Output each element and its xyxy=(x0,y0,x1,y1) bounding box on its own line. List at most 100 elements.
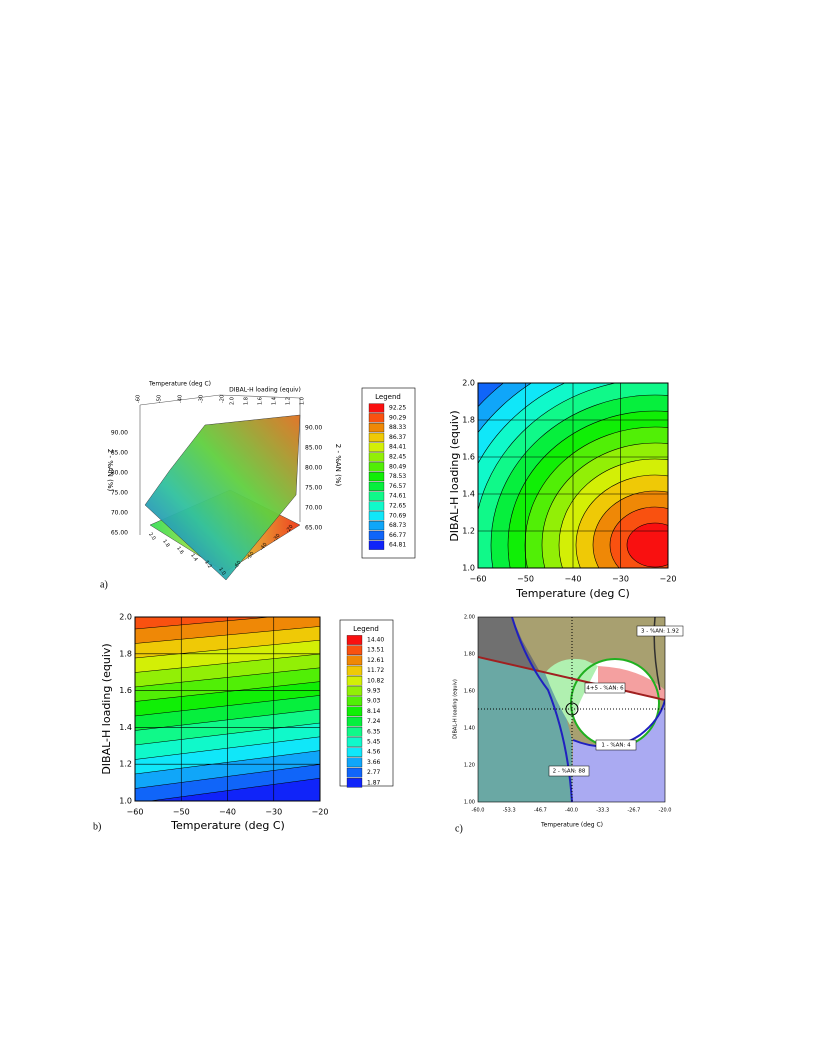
region-label: 2 - %AN: 88 xyxy=(553,769,586,775)
x-tick-label: −30 xyxy=(265,808,282,817)
legend-entry: 88.33 xyxy=(389,424,406,431)
legend-entry: 90.29 xyxy=(389,414,406,421)
temperature-tick: -20 xyxy=(220,395,226,403)
z-tick-label: 85.00 xyxy=(111,450,128,457)
legend-swatch xyxy=(368,530,385,540)
y-tick-label: 1.6 xyxy=(119,686,132,695)
axis-title: DIBAL-H loading (equiv) xyxy=(229,387,301,394)
legend-entry: 12.61 xyxy=(367,657,384,664)
x-tick-label: −30 xyxy=(612,575,629,584)
axis-title: DIBAL-H loading (equiv) xyxy=(448,410,461,541)
x-tick-label: −60 xyxy=(470,575,487,584)
panel-label: a) xyxy=(100,579,108,590)
x-tick-label: −60 xyxy=(127,808,144,817)
y-tick-label: 1.20 xyxy=(464,763,475,769)
z-tick-label: 85.00 xyxy=(305,445,322,452)
y-tick-label: 1.40 xyxy=(464,726,475,732)
overlay-plot: Temperature (deg C) DIBAL-H loading (equ… xyxy=(453,616,666,834)
legend-swatch xyxy=(368,452,385,462)
x-tick-label: −20 xyxy=(312,808,329,817)
contour-band xyxy=(148,777,320,801)
axis-title: 2 - %AN (%) xyxy=(334,444,342,487)
axis-title: Temperature (deg C) xyxy=(148,381,211,388)
z-tick-label: 90.00 xyxy=(305,425,322,432)
y-tick-label: 1.2 xyxy=(119,760,132,769)
axis-title: Temperature (deg C) xyxy=(540,822,603,829)
legend-swatch xyxy=(346,686,363,696)
x-tick-label: −20 xyxy=(660,575,677,584)
legend-entry: 80.49 xyxy=(389,463,406,470)
z-tick-label: 80.00 xyxy=(305,465,322,472)
region xyxy=(478,617,540,672)
legend-entry: 66.77 xyxy=(389,532,406,539)
axis-title: DIBAL-H loading (equiv) xyxy=(100,643,113,774)
legend-swatch xyxy=(346,767,363,778)
legend-swatch xyxy=(368,540,385,550)
legend-swatch xyxy=(346,757,363,768)
y-tick-label: 1.6 xyxy=(462,453,475,462)
legend-title: Legend xyxy=(353,625,379,633)
temperature-tick: -30 xyxy=(272,533,282,543)
loading-tick: 1.0 xyxy=(217,567,226,577)
legend-swatch xyxy=(346,635,363,645)
z-tick-label: 70.00 xyxy=(305,505,322,512)
legend-swatch xyxy=(346,737,363,747)
axis-title: DIBAL-H loading (equiv) xyxy=(453,679,459,739)
legend-entry: 8.14 xyxy=(367,708,381,715)
contours xyxy=(135,617,320,801)
boundary xyxy=(572,699,665,748)
x-tick-label: -40.0 xyxy=(565,808,578,814)
x-tick-label: -26.7 xyxy=(627,808,640,814)
x-tick-label: -20.0 xyxy=(659,808,672,814)
loading-tick: 2.0 xyxy=(147,532,156,542)
y-tick-label: 1.8 xyxy=(119,649,132,658)
region-label: 3 - %AN: 1.92 xyxy=(641,629,679,635)
legend-entry: 2.77 xyxy=(367,769,381,776)
y-tick-label: 1.60 xyxy=(464,689,475,695)
loading-tick: 1.4 xyxy=(189,553,198,563)
y-tick-label: 1.4 xyxy=(462,490,475,499)
legend-title: Legend xyxy=(375,393,401,401)
panel-label: c) xyxy=(455,823,463,834)
contours xyxy=(478,383,668,568)
temperature-tick: -30 xyxy=(199,395,205,403)
legend-swatch xyxy=(368,403,385,413)
legend-swatch xyxy=(368,462,385,472)
legend-swatch xyxy=(368,511,385,521)
legend-entry: 4.56 xyxy=(367,749,381,756)
z-tick-label: 70.00 xyxy=(111,510,128,517)
legend-entry: 10.82 xyxy=(367,677,384,684)
x-tick-label: −40 xyxy=(565,575,582,584)
x-tick-label: -60.0 xyxy=(472,808,485,814)
x-tick-label: −50 xyxy=(517,575,534,584)
plot-frame xyxy=(477,382,669,569)
axis xyxy=(219,394,301,399)
plot-frame xyxy=(134,616,321,802)
axis-title: Temperature (deg C) xyxy=(170,819,285,832)
legend-swatch xyxy=(346,676,363,686)
temperature-tick: -50 xyxy=(246,551,256,561)
legend-swatch xyxy=(346,716,363,727)
legend-swatch xyxy=(368,413,385,423)
legend-swatch xyxy=(368,423,385,433)
panel-label: b) xyxy=(93,821,101,832)
legend-entry: 82.45 xyxy=(389,454,406,461)
y-tick-label: 2.0 xyxy=(462,379,475,388)
legend-entry: 7.24 xyxy=(367,718,381,725)
legend-swatch xyxy=(346,706,363,717)
region-label: 4+5 - %AN: 6 xyxy=(586,686,624,692)
z-tick-label: 80.00 xyxy=(111,470,128,477)
temperature-tick: -60 xyxy=(136,395,142,403)
legend-swatch xyxy=(346,778,363,788)
x-tick-label: −40 xyxy=(219,808,236,817)
legend-swatch xyxy=(346,747,363,757)
legend-entry: 68.73 xyxy=(389,522,406,529)
legend-entry: 92.25 xyxy=(389,405,406,412)
legend-entry: 13.51 xyxy=(367,647,384,654)
region-label-box xyxy=(636,625,684,637)
loading-tick: 1.4 xyxy=(272,397,278,405)
loading-tick: 1.6 xyxy=(258,397,264,405)
z-tick-label: 65.00 xyxy=(305,525,322,532)
region-label-box xyxy=(595,739,637,751)
